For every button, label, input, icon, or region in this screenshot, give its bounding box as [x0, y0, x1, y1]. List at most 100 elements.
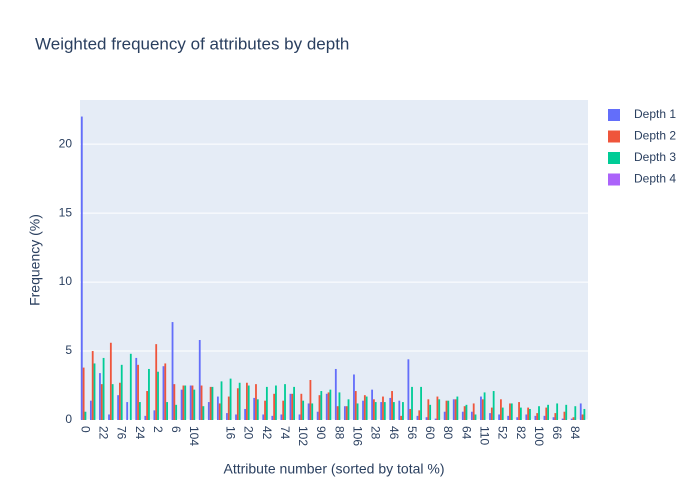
bar	[438, 399, 441, 420]
bar	[334, 368, 337, 420]
bar	[236, 388, 239, 420]
bar	[262, 414, 265, 420]
x-tick-label: 28	[369, 426, 383, 440]
bar	[411, 386, 413, 420]
bar	[501, 407, 504, 420]
bar	[108, 414, 110, 420]
bar	[99, 373, 101, 420]
bar	[82, 367, 85, 420]
bar	[353, 374, 355, 420]
y-tick-label: 15	[59, 205, 73, 219]
x-tick-label: 66	[550, 426, 564, 440]
x-tick-label: 84	[568, 426, 582, 440]
bar	[117, 395, 120, 420]
bar	[492, 391, 495, 420]
x-axis-title: Attribute number (sorted by total %)	[224, 461, 445, 477]
x-tick-label: 76	[115, 426, 129, 440]
bar	[516, 417, 519, 420]
bar	[563, 411, 566, 420]
bar	[474, 414, 477, 420]
bar	[527, 407, 530, 420]
bar	[202, 406, 205, 420]
x-tick-label: 74	[278, 426, 292, 440]
bar	[309, 380, 312, 420]
bar	[211, 386, 214, 420]
bar	[416, 415, 419, 420]
bar	[371, 389, 374, 420]
bar	[465, 404, 468, 420]
bar	[456, 396, 459, 420]
bar	[184, 385, 187, 420]
x-tick-label: 60	[423, 426, 437, 440]
bar	[498, 414, 501, 420]
bar	[193, 389, 196, 420]
y-tick-label: 0	[65, 412, 72, 426]
y-tick-label: 20	[59, 136, 73, 150]
legend-label: Depth 3	[634, 150, 676, 164]
bar	[93, 363, 96, 420]
bar	[302, 400, 305, 420]
bar	[536, 413, 539, 420]
bar	[354, 391, 357, 420]
bar	[389, 397, 392, 420]
legend-swatch	[608, 152, 620, 164]
bar	[538, 406, 540, 420]
x-tick-label: 110	[478, 426, 492, 445]
bar	[173, 384, 176, 420]
bar	[338, 392, 341, 420]
legend-swatch	[608, 130, 620, 143]
bar	[572, 417, 575, 420]
bar	[407, 359, 410, 420]
x-tick-label: 6	[169, 426, 183, 433]
y-tick-label: 10	[59, 274, 73, 288]
bar	[509, 403, 511, 420]
bar	[275, 385, 277, 420]
bar	[307, 403, 310, 420]
chart-title: Weighted frequency of attributes by dept…	[35, 34, 349, 53]
bar	[300, 393, 303, 420]
x-tick-label: 80	[441, 426, 455, 440]
bar	[365, 396, 368, 420]
bar	[392, 402, 395, 420]
x-tick-label: 102	[296, 426, 310, 446]
bar	[425, 417, 428, 420]
bar	[362, 400, 364, 420]
bar	[218, 403, 221, 420]
bar	[552, 417, 555, 420]
bar	[207, 402, 210, 420]
legend-label: Depth 2	[634, 129, 676, 143]
bar	[135, 357, 138, 420]
bar	[445, 400, 448, 420]
bar	[120, 364, 123, 420]
bar	[510, 403, 513, 420]
bar	[91, 351, 94, 420]
x-tick-label: 24	[133, 426, 147, 440]
bar	[246, 382, 248, 420]
bar	[198, 340, 201, 420]
bar	[280, 414, 283, 420]
bar	[316, 411, 319, 420]
bar	[153, 410, 156, 420]
bar	[293, 386, 295, 420]
bar	[545, 407, 548, 420]
bar	[343, 406, 346, 420]
bar	[229, 378, 232, 420]
bar	[171, 322, 174, 420]
bar	[111, 384, 114, 420]
x-tick-label: 90	[314, 426, 328, 440]
bar	[543, 415, 546, 420]
bar	[402, 402, 404, 420]
bar	[363, 395, 366, 420]
bar	[347, 399, 350, 420]
bar	[483, 392, 486, 420]
bar	[327, 392, 330, 420]
bar	[436, 396, 439, 420]
legend-swatch	[608, 173, 620, 186]
bar	[382, 396, 384, 420]
bar	[336, 406, 339, 420]
bar	[325, 393, 328, 420]
bar	[443, 411, 446, 420]
bar	[162, 366, 165, 420]
bar	[398, 400, 401, 420]
x-tick-label: 2	[151, 426, 165, 433]
